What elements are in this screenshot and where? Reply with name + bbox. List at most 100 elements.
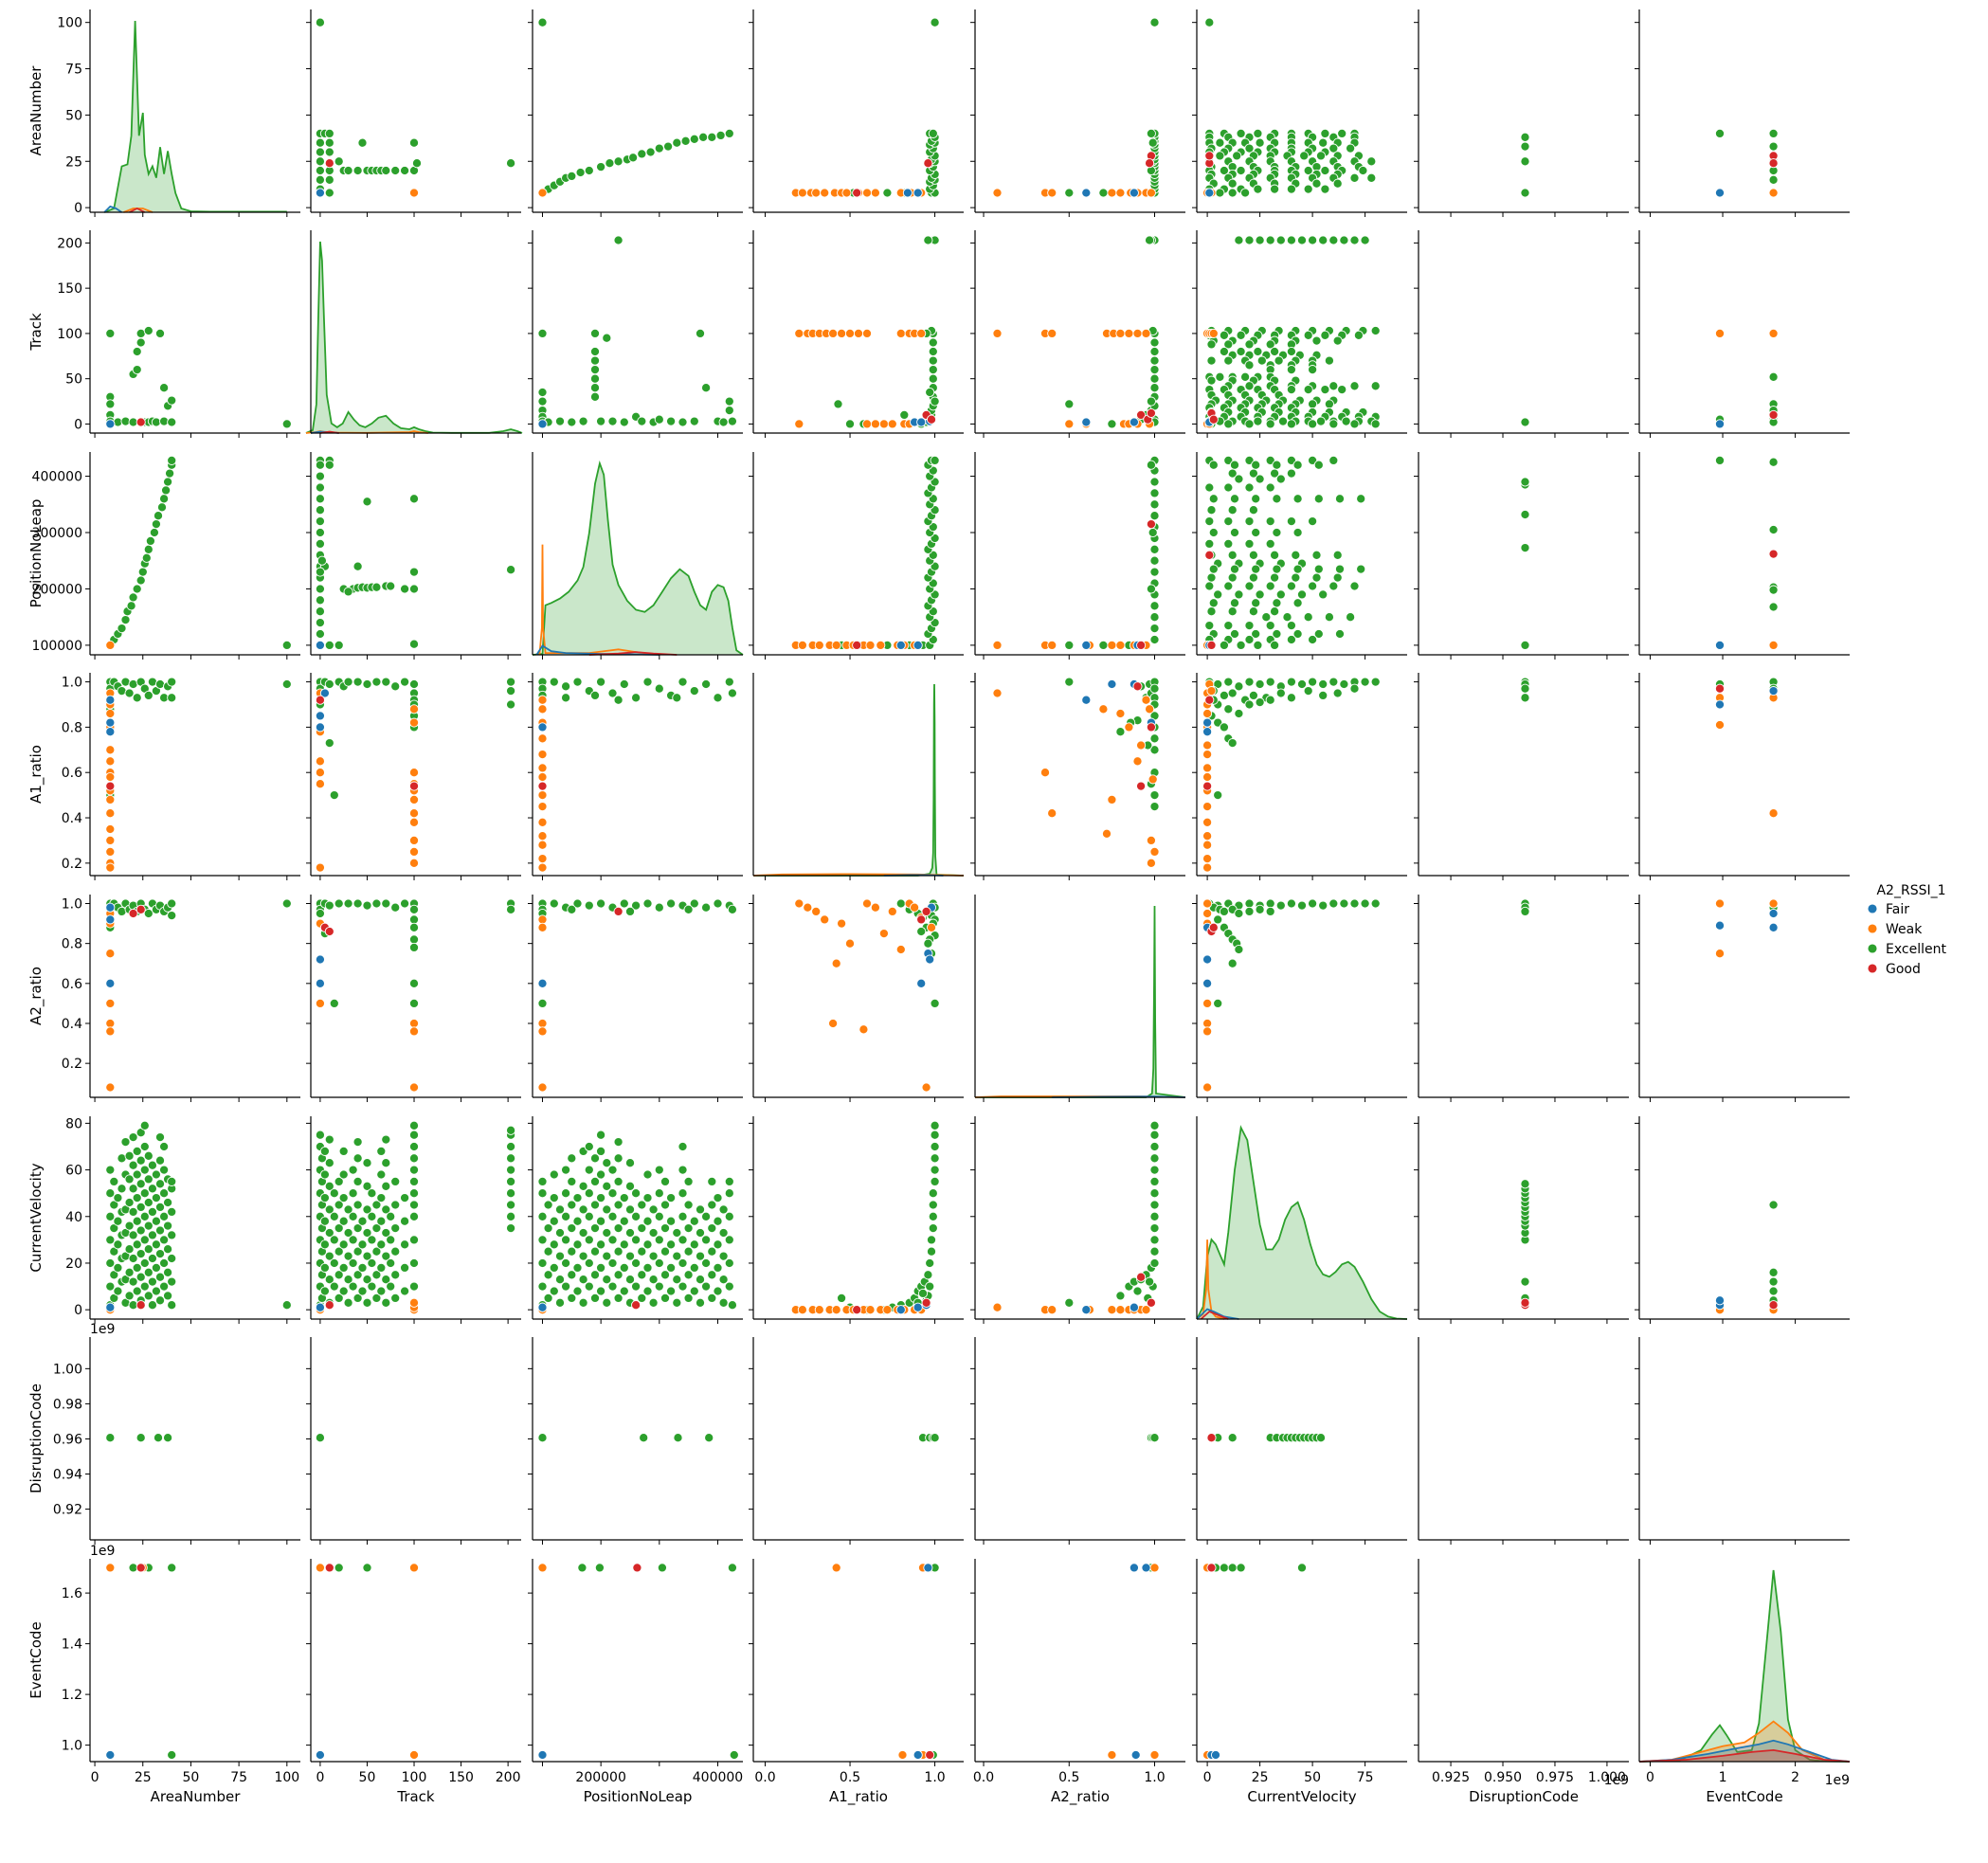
point-excellent <box>613 1200 624 1210</box>
point-excellent <box>159 1235 170 1245</box>
y-tick-label: 0.96 <box>53 1432 82 1447</box>
x-tick-label: 1.000 <box>1588 1770 1626 1785</box>
point-excellent <box>348 1211 358 1221</box>
point-weak <box>537 854 548 864</box>
point-good <box>1206 640 1217 650</box>
kde-line-1 <box>538 544 660 656</box>
panel-AreaNumber-vs-DisruptionCode <box>1414 9 1629 217</box>
point-excellent <box>126 601 136 611</box>
y-tick-label: 0.8 <box>62 720 82 735</box>
point-weak <box>861 898 873 909</box>
point-excellent <box>315 1130 325 1140</box>
point-excellent <box>1270 184 1280 194</box>
point-weak <box>1146 835 1156 845</box>
point-weak <box>811 906 822 916</box>
point-excellent <box>537 1257 548 1269</box>
point-excellent <box>139 1257 150 1269</box>
point-excellent <box>1341 416 1351 426</box>
point-excellent <box>400 677 410 687</box>
point-excellent <box>666 1216 677 1226</box>
point-excellent <box>120 615 131 625</box>
point-excellent <box>1064 399 1075 409</box>
point-excellent <box>1303 686 1313 696</box>
point-excellent <box>1234 681 1244 692</box>
point-excellent <box>367 1211 377 1221</box>
point-excellent <box>678 1235 688 1245</box>
point-excellent <box>624 1204 636 1215</box>
point-fair <box>315 1749 325 1761</box>
point-fair <box>315 711 325 721</box>
point-fair <box>105 914 116 925</box>
point-excellent <box>572 677 583 687</box>
panel-Track-vs-A1_ratio <box>749 230 964 438</box>
point-excellent <box>1520 132 1530 142</box>
point-excellent <box>132 1146 142 1156</box>
point-excellent <box>549 1193 559 1203</box>
point-excellent <box>1206 339 1217 350</box>
panel-AreaNumber-vs-Track <box>306 9 521 217</box>
point-excellent <box>1223 704 1234 714</box>
point-fair <box>1210 1749 1221 1761</box>
point-excellent <box>1292 527 1303 538</box>
point-excellent <box>400 165 410 176</box>
point-excellent <box>1223 677 1234 687</box>
point-fair <box>913 1302 923 1312</box>
point-excellent <box>578 1297 588 1308</box>
point-good <box>1146 407 1156 419</box>
point-excellent <box>1282 612 1292 623</box>
point-excellent <box>683 1293 694 1303</box>
point-excellent <box>589 328 601 338</box>
point-excellent <box>1768 602 1779 612</box>
point-excellent <box>925 1257 935 1269</box>
point-excellent <box>1064 640 1075 650</box>
point-excellent <box>1107 419 1117 429</box>
point-weak <box>837 918 847 929</box>
point-good <box>852 188 862 198</box>
y-offset-label: 1e9 <box>90 1322 115 1337</box>
point-excellent <box>408 1281 420 1292</box>
panel-PositionNoLeap-vs-Track <box>306 452 521 660</box>
point-excellent <box>930 1433 940 1443</box>
y-axis-label: A2_ratio <box>27 967 45 1025</box>
point-excellent <box>572 1216 583 1226</box>
point-excellent <box>1149 612 1160 623</box>
point-excellent <box>596 1193 606 1203</box>
point-excellent <box>334 1563 344 1573</box>
point-excellent <box>660 1246 671 1257</box>
point-excellent <box>1223 339 1234 350</box>
point-good <box>136 417 146 427</box>
point-weak <box>1047 1305 1057 1315</box>
x-tick-label: 0.925 <box>1432 1770 1470 1785</box>
point-excellent <box>926 1235 937 1245</box>
point-excellent <box>537 396 548 407</box>
x-tick-label: 25 <box>1252 1770 1269 1785</box>
point-good <box>537 781 548 791</box>
point-excellent <box>549 1286 559 1296</box>
point-excellent <box>707 132 717 142</box>
point-weak <box>1206 686 1217 696</box>
point-excellent <box>371 1246 382 1257</box>
point-excellent <box>1332 335 1343 346</box>
point-weak <box>1039 768 1051 778</box>
point-excellent <box>1240 371 1251 382</box>
point-weak <box>992 188 1003 198</box>
point-excellent <box>1248 606 1258 617</box>
point-excellent <box>1318 678 1328 690</box>
y-tick-label: 0.8 <box>62 937 82 952</box>
point-fair <box>537 1749 548 1761</box>
y-tick-label: 25 <box>65 154 82 170</box>
point-excellent <box>143 1197 154 1208</box>
point-excellent <box>1219 330 1229 340</box>
point-excellent <box>1311 335 1322 346</box>
point-excellent <box>408 978 420 988</box>
point-weak <box>1202 763 1213 773</box>
point-excellent <box>713 1193 723 1203</box>
kde-fill-0 <box>306 242 522 433</box>
point-excellent <box>589 373 601 384</box>
point-excellent <box>154 1179 166 1189</box>
point-excellent <box>163 1244 173 1255</box>
point-excellent <box>1244 581 1255 591</box>
point-excellent <box>151 1239 161 1250</box>
point-excellent <box>1213 589 1223 600</box>
point-excellent <box>324 137 334 148</box>
